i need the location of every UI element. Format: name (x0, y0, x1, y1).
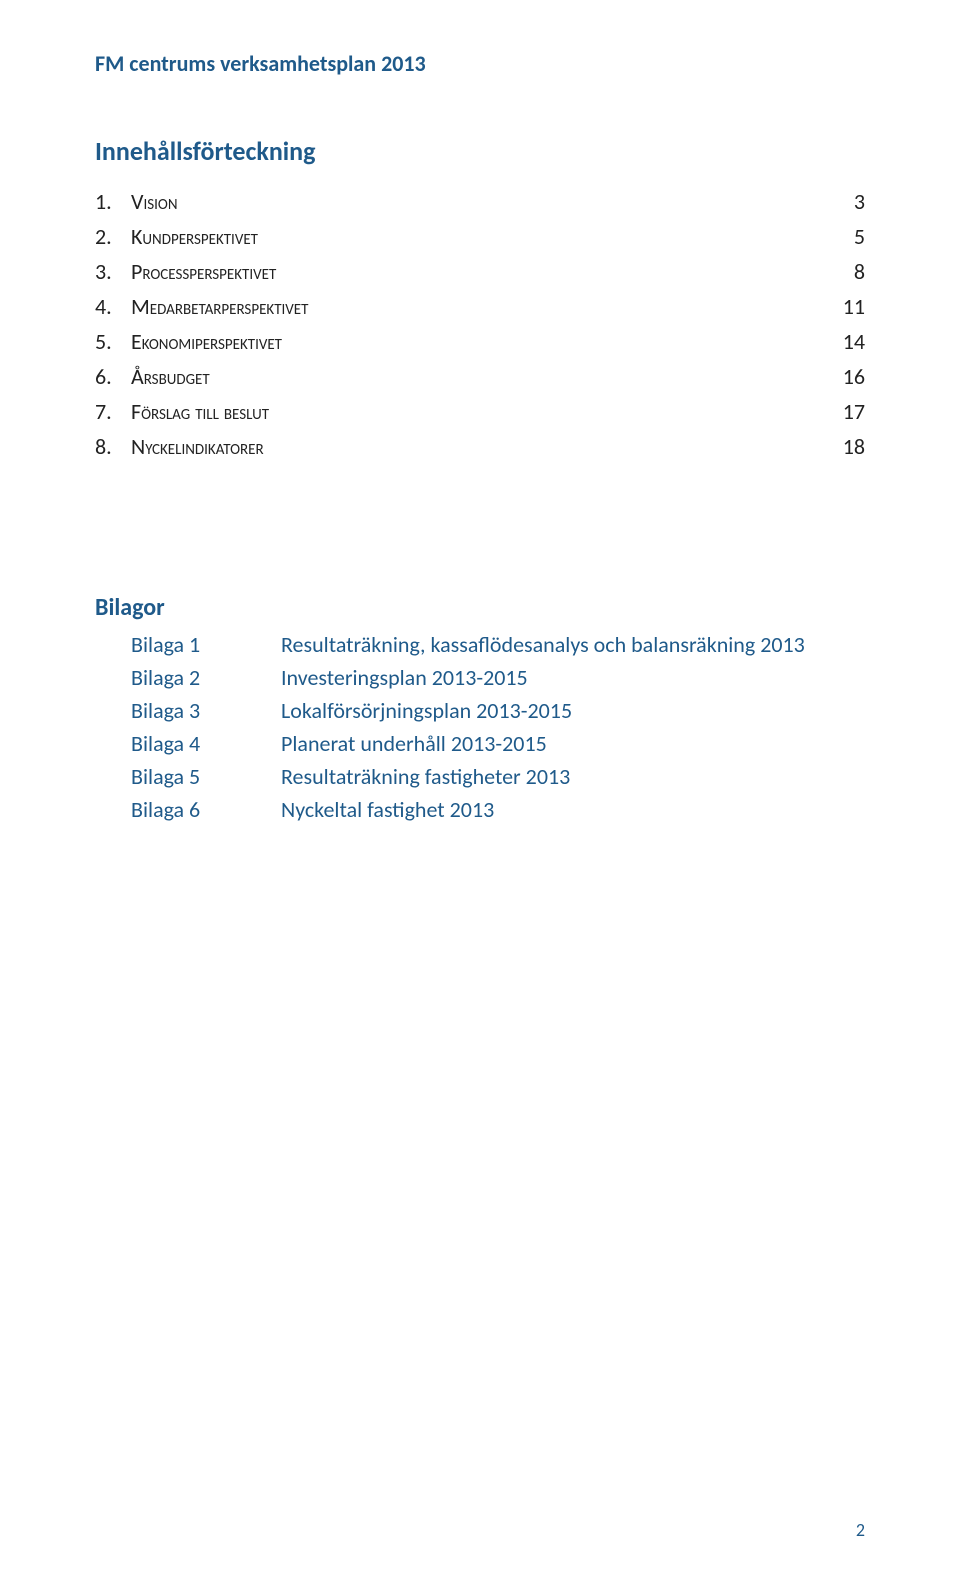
toc-item: 7. Förslag till beslut 17 (95, 395, 865, 428)
toc-item-page: 5 (825, 220, 865, 253)
bilagor-item-desc: Resultaträkning, kassaflödesanalys och b… (281, 628, 865, 661)
bilagor-item-key: Bilaga 2 (131, 661, 281, 694)
bilagor-item: Bilaga 2Investeringsplan 2013-2015 (95, 661, 865, 694)
toc-item-label: Kundperspektivet (131, 220, 258, 253)
bilagor-item-key: Bilaga 5 (131, 760, 281, 793)
toc-item: 8. Nyckelindikatorer 18 (95, 430, 865, 463)
toc-item-number: 8. (95, 430, 121, 463)
toc-item-number: 4. (95, 290, 121, 323)
toc-heading: Innehållsförteckning (95, 135, 865, 167)
toc-item-label: Vision (131, 185, 178, 218)
toc-item-left: 5. Ekonomiperspektivet (95, 325, 282, 358)
toc-item-label: Medarbetarperspektivet (131, 290, 308, 323)
toc-item-label: Processperspektivet (131, 255, 276, 288)
bilagor-item-desc: Nyckeltal fastighet 2013 (281, 793, 865, 826)
toc-item: 4. Medarbetarperspektivet 11 (95, 290, 865, 323)
toc-item-label: Ekonomiperspektivet (131, 325, 282, 358)
document-page: FM centrums verksamhetsplan 2013 Innehål… (0, 0, 960, 1581)
toc-item-label: Förslag till beslut (131, 395, 269, 428)
bilagor-item-key: Bilaga 3 (131, 694, 281, 727)
toc-item: 2. Kundperspektivet 5 (95, 220, 865, 253)
toc-item-number: 6. (95, 360, 121, 393)
toc-item-left: 4. Medarbetarperspektivet (95, 290, 308, 323)
toc-item-left: 2. Kundperspektivet (95, 220, 258, 253)
toc-item-page: 18 (825, 430, 865, 463)
toc-item-left: 7. Förslag till beslut (95, 395, 269, 428)
toc-item-page: 14 (825, 325, 865, 358)
page-number: 2 (856, 1519, 865, 1541)
toc-item-page: 16 (825, 360, 865, 393)
toc-item-left: 1. Vision (95, 185, 178, 218)
toc-item-page: 8 (825, 255, 865, 288)
bilagor-item: Bilaga 6Nyckeltal fastighet 2013 (95, 793, 865, 826)
bilagor-item-key: Bilaga 1 (131, 628, 281, 661)
toc-item-number: 1. (95, 185, 121, 218)
toc-item-left: 6. Årsbudget (95, 360, 210, 393)
toc-item: 1. Vision 3 (95, 185, 865, 218)
toc-item: 5. Ekonomiperspektivet 14 (95, 325, 865, 358)
bilagor-item: Bilaga 1Resultaträkning, kassaflödesanal… (95, 628, 865, 661)
bilagor-item-key: Bilaga 4 (131, 727, 281, 760)
bilagor-item-desc: Resultaträkning fastigheter 2013 (281, 760, 865, 793)
toc-item-page: 17 (825, 395, 865, 428)
toc-item: 3. Processperspektivet 8 (95, 255, 865, 288)
toc-item-page: 3 (825, 185, 865, 218)
toc-item-number: 7. (95, 395, 121, 428)
bilagor-heading: Bilagor (95, 593, 865, 622)
toc-item-left: 8. Nyckelindikatorer (95, 430, 264, 463)
bilagor-item: Bilaga 3Lokalförsörjningsplan 2013-2015 (95, 694, 865, 727)
toc-item-number: 2. (95, 220, 121, 253)
bilagor-item-desc: Planerat underhåll 2013-2015 (281, 727, 865, 760)
bilagor-item-key: Bilaga 6 (131, 793, 281, 826)
bilagor-item-desc: Lokalförsörjningsplan 2013-2015 (281, 694, 865, 727)
bilagor-item: Bilaga 4Planerat underhåll 2013-2015 (95, 727, 865, 760)
toc-item-page: 11 (825, 290, 865, 323)
toc-item-label: Årsbudget (131, 360, 210, 393)
bilagor-item-desc: Investeringsplan 2013-2015 (281, 661, 865, 694)
toc-item: 6. Årsbudget 16 (95, 360, 865, 393)
bilagor-list: Bilaga 1Resultaträkning, kassaflödesanal… (95, 628, 865, 826)
toc-item-number: 5. (95, 325, 121, 358)
document-header-title: FM centrums verksamhetsplan 2013 (95, 50, 865, 77)
toc-item-label: Nyckelindikatorer (131, 430, 264, 463)
bilagor-item: Bilaga 5Resultaträkning fastigheter 2013 (95, 760, 865, 793)
toc-item-left: 3. Processperspektivet (95, 255, 276, 288)
toc-list: 1. Vision 3 2. Kundperspektivet 5 3. Processper… (95, 185, 865, 463)
toc-item-number: 3. (95, 255, 121, 288)
